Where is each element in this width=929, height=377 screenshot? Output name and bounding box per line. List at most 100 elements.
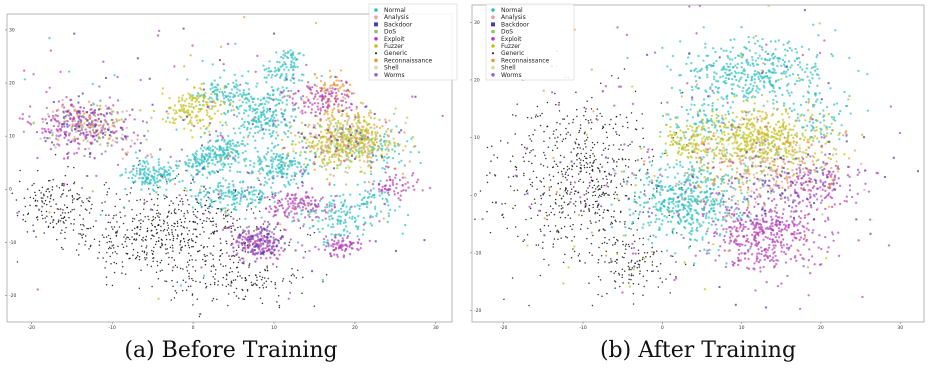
- exploit-point: [55, 109, 59, 112]
- worms-point: [266, 225, 269, 228]
- generic-point: [535, 176, 538, 179]
- generic-point: [209, 283, 212, 286]
- exploit-point: [232, 250, 235, 253]
- backdoor-point: [69, 141, 72, 144]
- exploit-point: [258, 247, 261, 251]
- generic-point: [220, 208, 222, 210]
- exploit-point: [330, 208, 334, 211]
- generic-point: [512, 175, 515, 178]
- exploit-point: [289, 202, 292, 205]
- normal-point: [222, 149, 225, 152]
- normal-point: [271, 73, 274, 77]
- normal-point: [292, 81, 296, 85]
- generic-point: [180, 210, 183, 212]
- fuzzer-point: [328, 150, 332, 154]
- analysis-point: [77, 114, 80, 117]
- exploit-point: [270, 207, 273, 210]
- normal-point: [242, 112, 246, 115]
- backdoor-point: [3, 77, 5, 79]
- normal-point: [136, 156, 139, 160]
- normal-point: [240, 124, 243, 128]
- exploit-point: [281, 207, 285, 210]
- generic-point: [570, 188, 573, 191]
- generic-point: [634, 90, 637, 93]
- generic-point: [623, 68, 626, 70]
- exploit-point: [317, 248, 320, 251]
- normal-point: [155, 191, 158, 194]
- exploit-point: [391, 183, 395, 186]
- generic-point: [42, 193, 45, 195]
- normal-point: [175, 160, 178, 163]
- generic-point: [167, 263, 170, 265]
- exploit-point: [252, 242, 255, 245]
- generic-point: [77, 197, 80, 200]
- dos-point: [75, 127, 78, 130]
- normal-point: [220, 194, 223, 197]
- generic-point: [144, 238, 147, 241]
- normal-point: [272, 160, 275, 163]
- normal-point: [371, 193, 375, 197]
- normal-point: [157, 163, 161, 167]
- exploit-point: [384, 121, 388, 124]
- generic-point: [573, 250, 576, 253]
- fuzzer-point: [355, 122, 358, 125]
- normal-point: [194, 159, 197, 163]
- legend-marker-backdoor: [374, 22, 378, 27]
- generic-point: [42, 197, 44, 199]
- generic-point: [165, 280, 168, 283]
- exploit-point: [348, 252, 352, 256]
- generic-point: [204, 260, 206, 263]
- normal-point: [197, 170, 200, 174]
- generic-point: [186, 233, 189, 235]
- generic-point: [205, 220, 208, 223]
- normal-point: [232, 202, 236, 205]
- normal-point: [262, 110, 265, 113]
- exploit-point: [65, 95, 68, 99]
- normal-point: [290, 61, 293, 64]
- generic-point: [188, 238, 191, 241]
- generic-point: [52, 219, 55, 221]
- fuzzer-point: [366, 147, 370, 151]
- normal-point: [281, 165, 284, 169]
- generic-point: [217, 208, 220, 210]
- fuzzer-point: [366, 129, 370, 132]
- generic-point: [27, 213, 29, 216]
- generic-point: [575, 200, 577, 203]
- dos-point: [32, 122, 35, 125]
- normal-point: [99, 213, 102, 217]
- normal-point: [281, 96, 284, 99]
- generic-point: [190, 238, 193, 240]
- generic-point: [161, 242, 163, 244]
- reconnaissance-point: [369, 200, 373, 203]
- reconnaissance-point: [157, 297, 160, 300]
- normal-point: [203, 195, 206, 198]
- backdoor-point: [268, 244, 271, 247]
- generic-point: [608, 173, 611, 176]
- generic-point: [226, 220, 229, 223]
- generic-point: [34, 204, 37, 207]
- exploit-point: [295, 212, 299, 215]
- generic-point: [36, 200, 39, 202]
- fuzzer-point: [197, 110, 200, 114]
- generic-point: [526, 234, 529, 236]
- normal-point: [265, 76, 268, 79]
- exploit-point: [401, 183, 404, 187]
- generic-point: [533, 198, 536, 200]
- exploit-point: [228, 225, 231, 228]
- normal-point: [227, 98, 230, 101]
- generic-point: [164, 197, 166, 200]
- backdoor-point: [94, 109, 97, 112]
- generic-point: [198, 315, 201, 318]
- generic-point: [135, 238, 138, 240]
- exploit-point: [57, 100, 61, 103]
- normal-point: [236, 191, 240, 194]
- normal-point: [339, 163, 342, 166]
- normal-point: [275, 170, 278, 174]
- normal-point: [373, 205, 377, 208]
- generic-point: [547, 146, 550, 148]
- normal-point: [235, 79, 238, 82]
- generic-point: [145, 253, 148, 256]
- fuzzer-point: [361, 151, 365, 155]
- backdoor-point: [217, 170, 220, 173]
- generic-point: [276, 301, 278, 303]
